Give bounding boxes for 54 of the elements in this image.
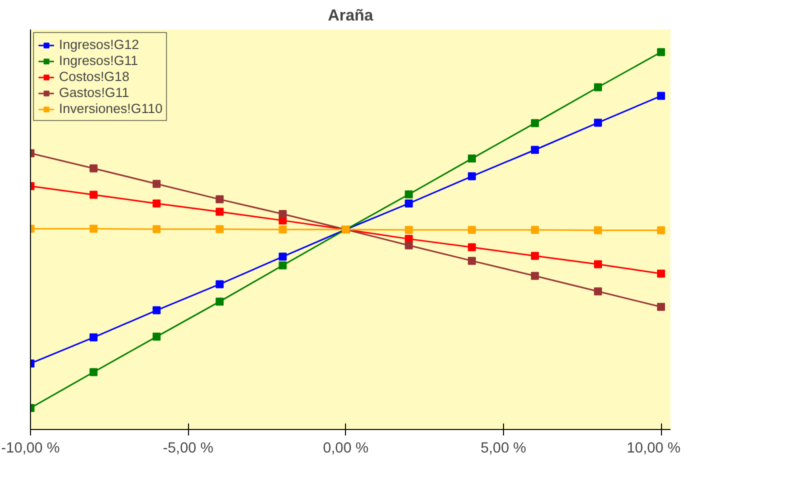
point xyxy=(404,226,413,234)
point xyxy=(468,243,476,252)
point xyxy=(216,298,224,306)
point xyxy=(468,256,476,265)
point xyxy=(657,226,666,234)
point xyxy=(152,180,161,188)
point xyxy=(90,190,98,199)
x-tick-label: 5,00 % xyxy=(480,440,526,456)
point xyxy=(404,190,413,198)
point xyxy=(594,118,602,127)
point xyxy=(657,48,666,56)
x-tick-label: -10,00 % xyxy=(1,440,60,456)
point xyxy=(216,208,224,216)
point xyxy=(530,226,539,234)
point xyxy=(152,199,161,208)
point xyxy=(216,280,224,288)
point xyxy=(90,164,98,172)
point xyxy=(657,302,666,311)
x-tick-label: 0,00 % xyxy=(322,440,369,456)
point xyxy=(530,146,539,154)
legend-label: Costos!G18 xyxy=(59,69,130,84)
point xyxy=(404,241,413,250)
point xyxy=(530,119,539,128)
legend-label: Gastos!G11 xyxy=(59,85,130,100)
point xyxy=(152,332,161,341)
point xyxy=(278,210,287,218)
point xyxy=(152,306,161,314)
point xyxy=(216,195,224,204)
point xyxy=(404,199,413,208)
point xyxy=(216,225,224,234)
point xyxy=(90,368,98,376)
point xyxy=(90,333,98,342)
point xyxy=(152,225,161,234)
point xyxy=(594,287,602,296)
point xyxy=(468,154,476,163)
point xyxy=(594,260,602,268)
point xyxy=(657,92,666,100)
x-tick-label: 10,00 % xyxy=(626,440,680,456)
point xyxy=(90,224,98,233)
point xyxy=(657,270,666,278)
legend-label: Inversiones!G110 xyxy=(59,101,162,116)
point xyxy=(278,226,287,234)
point xyxy=(530,252,539,260)
point xyxy=(530,272,539,280)
point xyxy=(594,226,602,234)
point xyxy=(468,226,476,234)
point xyxy=(594,83,602,92)
point xyxy=(278,261,287,270)
point xyxy=(468,172,476,180)
x-tick-label: -5,00 % xyxy=(162,440,214,456)
legend-label: Ingresos!G11 xyxy=(59,53,138,68)
legend-label: Ingresos!G12 xyxy=(59,37,140,52)
chart-title: Araña xyxy=(328,8,374,24)
point xyxy=(278,252,287,261)
